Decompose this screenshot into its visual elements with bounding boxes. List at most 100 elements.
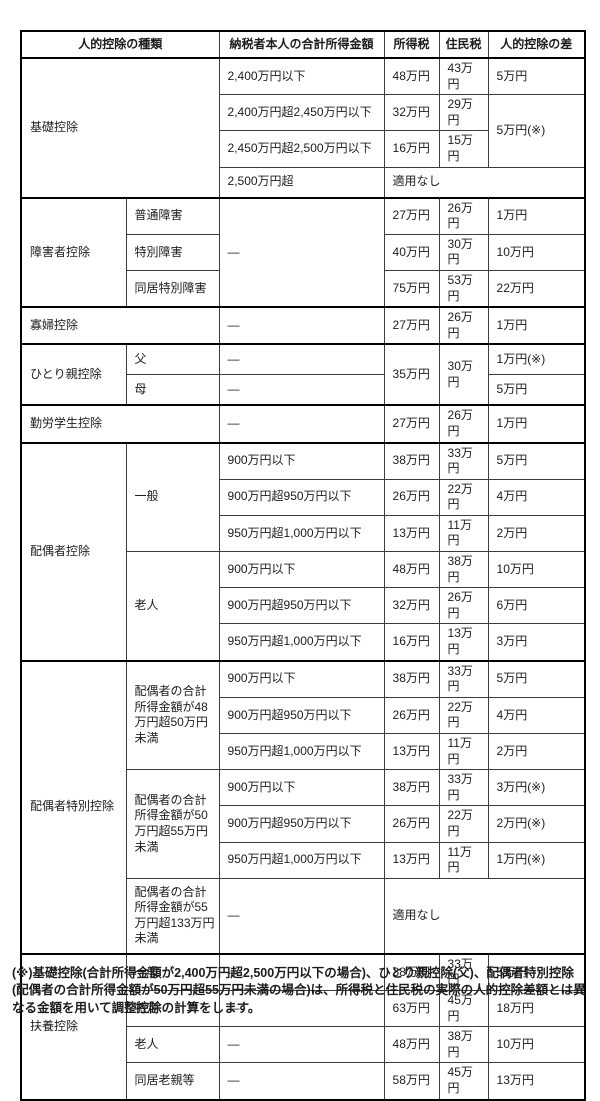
value-cell: 11万円 — [438, 732, 489, 771]
section-label-cell: 障害者控除 — [20, 196, 127, 308]
subtype-cell: 同居特別障害 — [125, 269, 220, 308]
subtype-cell: 父 — [125, 343, 220, 376]
value-cell: 1万円 — [487, 196, 586, 235]
value-cell: 22万円 — [438, 805, 489, 843]
value-cell: 1万円 — [487, 404, 586, 444]
value-cell: 48万円 — [383, 57, 440, 96]
subtype-cell: 普通障害 — [125, 196, 220, 235]
col-header-deduction-type: 人的控除の種類 — [20, 30, 220, 59]
table-row: 同居特別障害 75万円 53万円 22万円 — [21, 269, 586, 308]
table-row: 2,450万円超2,500万円以下 16万円 15万円 — [21, 130, 585, 168]
income-range-cell: ― — [218, 952, 385, 991]
value-cell: 33万円 — [438, 659, 489, 698]
income-range-cell: 2,400万円超2,450万円以下 — [218, 94, 385, 132]
section-label-cell: ひとり親控除 — [20, 343, 127, 406]
value-cell: 26万円 — [383, 696, 440, 735]
subtype-cell: 同居老親等 — [125, 1062, 220, 1100]
value-cell: 1万円(※) — [487, 343, 586, 376]
income-range-cell: 900万円以下 — [218, 769, 385, 807]
income-range-cell: 900万円以下 — [218, 659, 385, 698]
value-cell: 13万円 — [487, 1062, 586, 1100]
income-range-cell: 900万円超950万円以下 — [218, 478, 385, 516]
value-cell: 10万円 — [487, 551, 586, 589]
header-row: 人的控除の種類 納税者本人の合計所得金額 所得税 住民税 人的控除の差 — [20, 30, 586, 59]
table-row: 基礎控除 2,400万円以下 48万円 43万円 5万円 — [20, 57, 586, 199]
value-cell: 27万円 — [383, 196, 440, 235]
value-cell: 13万円 — [383, 841, 440, 879]
col-header-deduction-difference: 人的控除の差 — [487, 30, 586, 59]
value-cell: 2万円(※) — [487, 805, 586, 843]
value-cell: 22万円 — [487, 269, 586, 308]
value-cell: 2万円 — [487, 514, 586, 553]
value-cell: 13万円 — [383, 514, 440, 553]
col-header-taxpayer-income: 納税者本人の合計所得金額 — [218, 30, 385, 59]
value-cell: 58万円 — [383, 1062, 440, 1100]
subtype-cell: 老人 — [125, 1026, 220, 1064]
income-range-cell: 900万円超950万円以下 — [218, 696, 385, 735]
value-cell: 22万円 — [438, 478, 489, 516]
value-cell: 38万円 — [383, 659, 440, 698]
value-cell: 26万円 — [383, 478, 440, 516]
value-cell: 48万円 — [383, 551, 440, 589]
value-cell: 30万円 — [438, 343, 489, 406]
value-cell: 53万円 — [438, 269, 489, 308]
table-row: 配偶者控除 一般 900万円以下 38万円 33万円 5万円 — [20, 441, 586, 662]
value-cell: 13万円 — [438, 623, 489, 662]
value-cell: 4万円 — [487, 696, 586, 735]
deduction-table: 人的控除の種類 納税者本人の合計所得金額 所得税 住民税 人的控除の差 基礎控除… — [20, 30, 587, 1101]
value-cell: 5万円(※) — [487, 94, 586, 168]
table-row: 配偶者の合計所得金額が50万円超55万円未満 900万円以下 38万円 33万円 3万円… — [21, 769, 586, 879]
table-row: 900万円超950万円以下 32万円 26万円 6万円 — [21, 587, 586, 625]
value-cell: 15万円 — [438, 130, 489, 168]
table-row: ひとり親控除父 ― 35万円 30万円 1万円(※) — [20, 343, 586, 406]
income-range-cell: 950万円超1,000万円以下 — [218, 841, 385, 879]
subtype-cell: 配偶者の合計所得金額が48万円超50万円未満 — [125, 659, 220, 771]
income-range-cell: 2,450万円超2,500万円以下 — [218, 130, 385, 168]
table-row: 2,400万円超2,450万円以下 32万円 29万円 5万円(※) — [21, 94, 586, 168]
value-cell: 38万円 — [383, 769, 440, 807]
income-range-cell: 900万円超950万円以下 — [218, 587, 385, 625]
table-row: 勤労学生控除 ― 27万円 26万円 1万円 — [20, 404, 586, 444]
col-header-resident-tax: 住民税 — [438, 30, 489, 59]
income-range-cell: ― — [218, 877, 385, 955]
income-range-cell: ― — [218, 1062, 385, 1100]
table-row: 特別障害 40万円 30万円 10万円 — [21, 233, 586, 271]
value-cell: 6万円 — [487, 587, 586, 625]
value-cell: 33万円 — [438, 952, 489, 991]
subtype-cell: 老人 — [125, 551, 220, 662]
section-label-cell: 勤労学生控除 — [20, 404, 220, 444]
table-row: 寡婦控除 ― 27万円 26万円 1万円 — [20, 306, 586, 345]
value-cell: 16万円 — [383, 130, 440, 168]
table-row: 老人 900万円以下 48万円 38万円 10万円 — [21, 551, 586, 662]
value-cell: 10万円 — [487, 233, 586, 271]
value-cell: 22万円 — [438, 696, 489, 735]
table-row: 950万円超1,000万円以下 13万円 11万円 2万円 — [21, 514, 586, 553]
table-row: 900万円超950万円以下 26万円 22万円 2万円(※) — [21, 805, 586, 843]
income-range-cell: 2,500万円超 — [218, 166, 385, 199]
subtype-cell: 一般 — [125, 441, 220, 553]
income-range-cell: 900万円以下 — [218, 551, 385, 589]
table-row: 配偶者の合計所得金額が55万円超133万円未満 ― 適用なし — [21, 877, 586, 955]
table-row: 2,500万円超 適用なし — [21, 166, 586, 199]
value-cell: 26万円 — [438, 306, 489, 345]
value-cell: 5万円 — [487, 659, 586, 698]
subtype-cell: 特別障害 — [125, 233, 220, 271]
value-cell: 33万円 — [438, 769, 489, 807]
value-cell: 10万円 — [487, 1026, 586, 1064]
value-cell: 5万円 — [487, 441, 586, 480]
income-range-cell: ― — [218, 196, 385, 308]
value-cell: 45万円 — [438, 1062, 489, 1100]
value-cell: 26万円 — [438, 404, 489, 444]
income-range-cell: ― — [218, 374, 385, 406]
value-cell: 40万円 — [383, 233, 440, 271]
table-row: 950万円超1,000万円以下 13万円 11万円 1万円(※) — [21, 841, 586, 879]
value-cell: 33万円 — [438, 441, 489, 480]
value-cell: 32万円 — [383, 587, 440, 625]
footnote: (※)基礎控除(合計所得金額が2,400万円超2,500万円以下の場合)、ひとり… — [12, 965, 586, 1016]
value-cell: 27万円 — [383, 404, 440, 444]
income-range-cell: ― — [218, 404, 385, 444]
income-range-cell: 950万円超1,000万円以下 — [218, 623, 385, 662]
table-row: 900万円超950万円以下 26万円 22万円 4万円 — [21, 696, 586, 735]
value-cell: 3万円 — [487, 623, 586, 662]
income-range-cell: ― — [218, 1026, 385, 1064]
